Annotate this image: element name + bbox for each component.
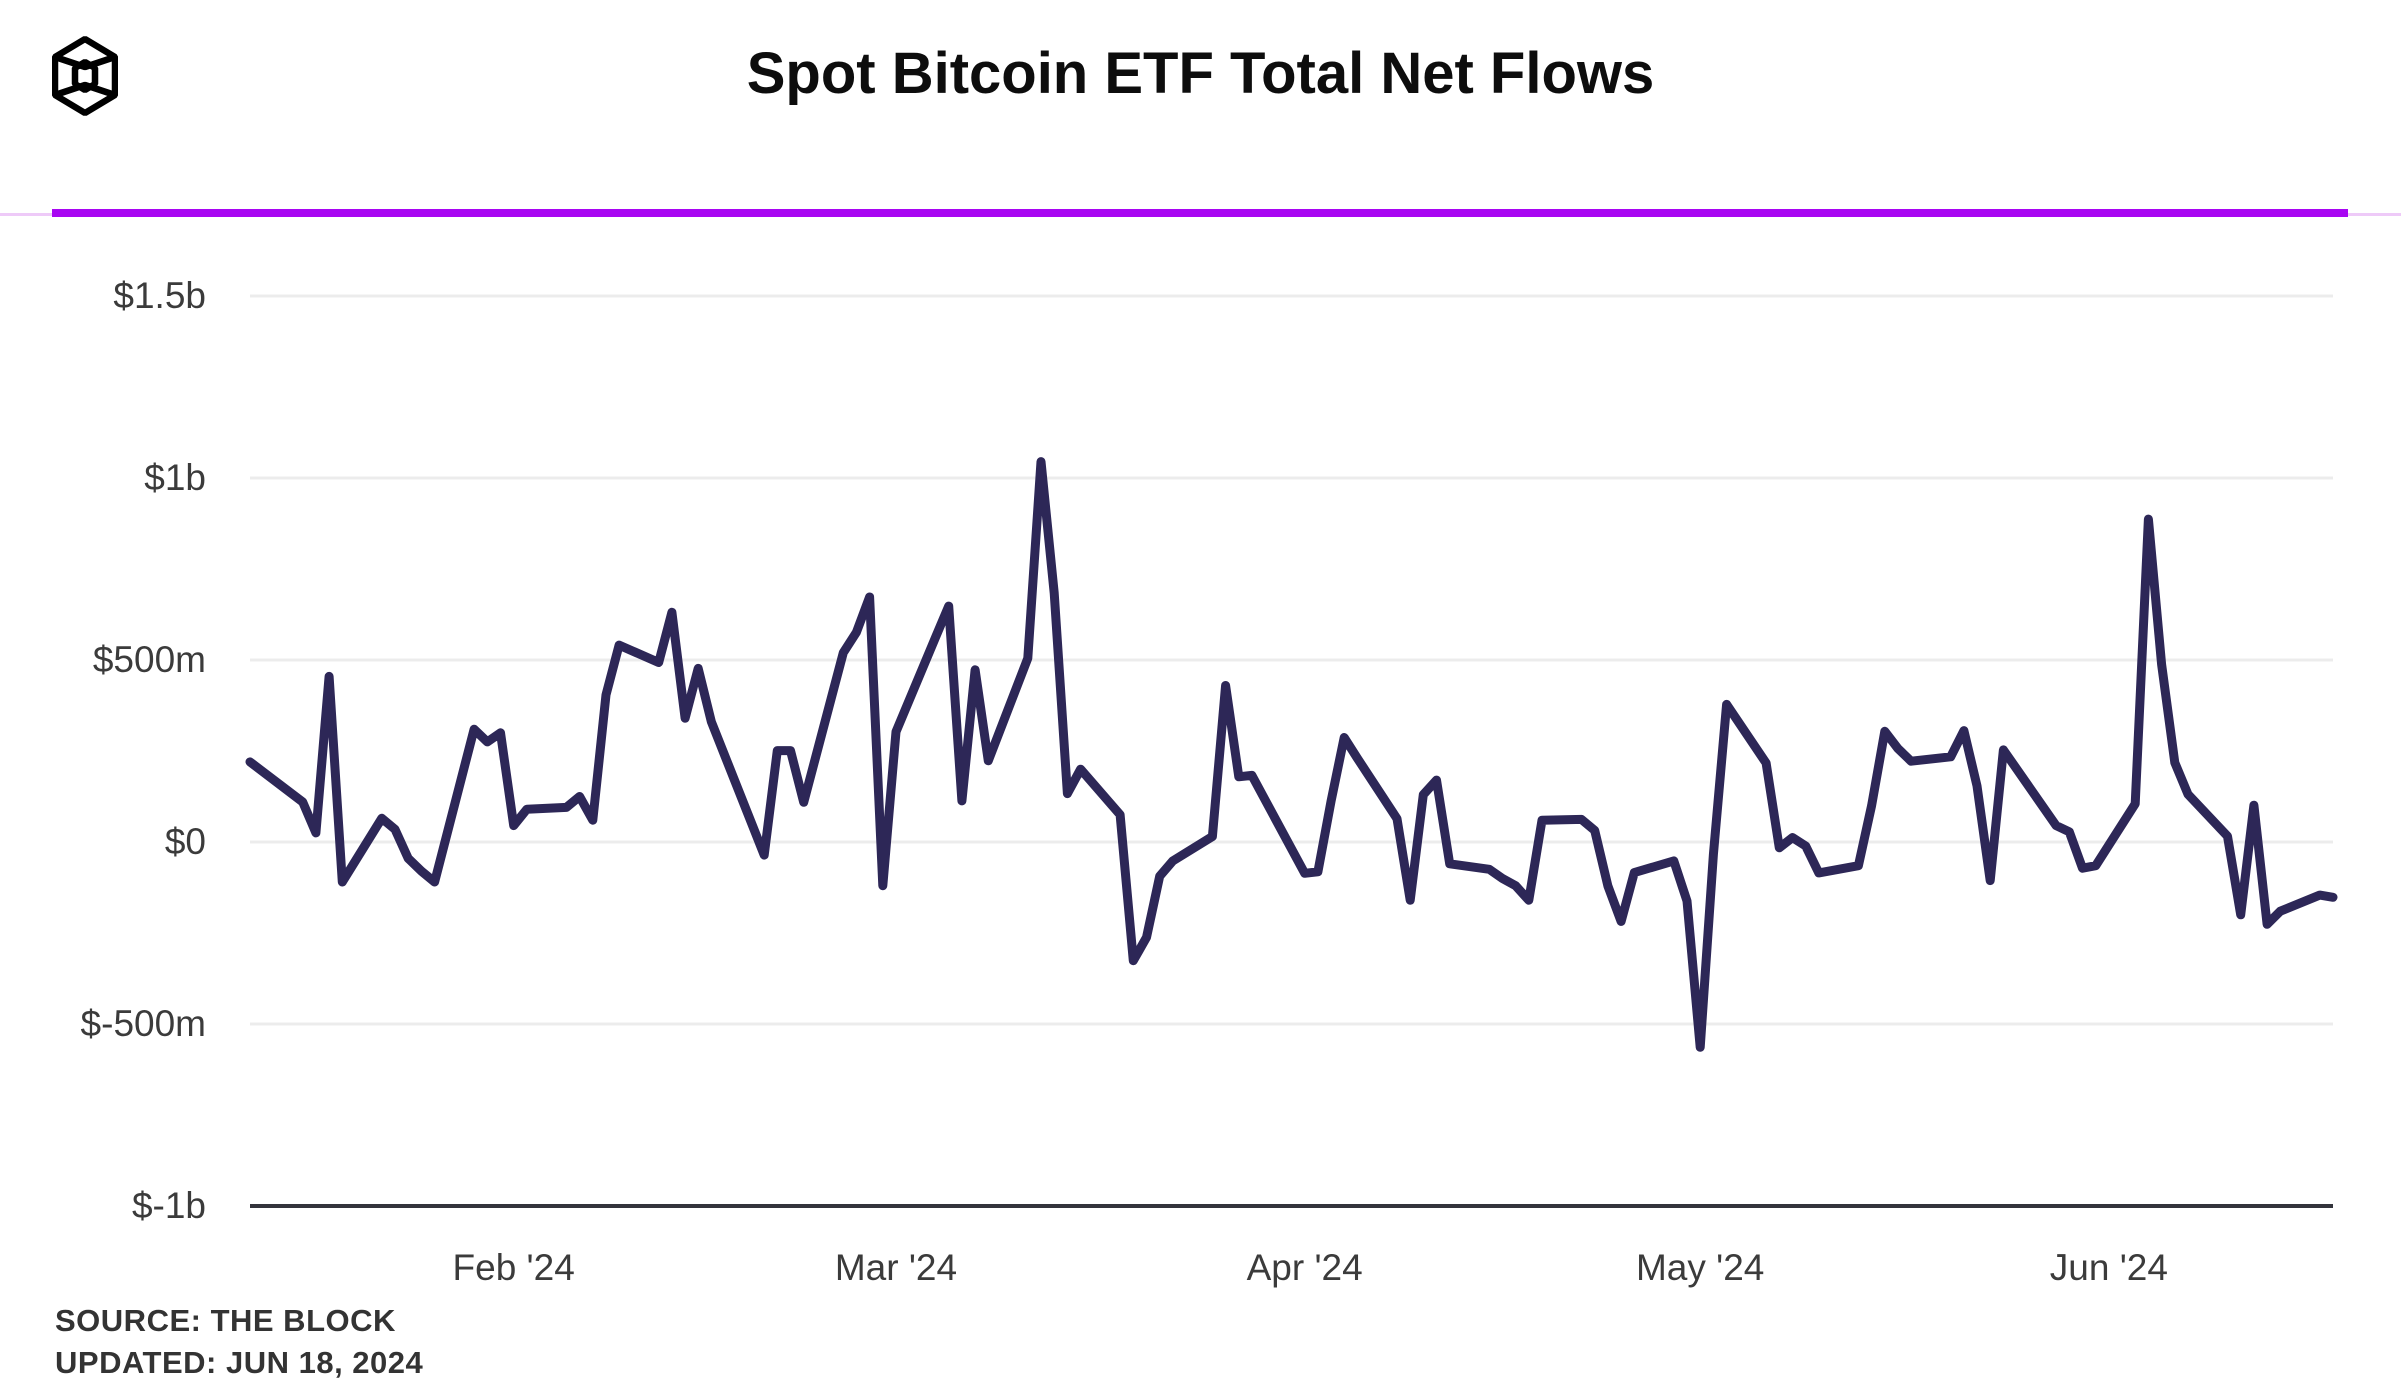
y-tick-label: $0 (164, 821, 206, 862)
updated-label: UPDATED: JUN 18, 2024 (55, 1345, 424, 1380)
x-tick-label: Feb '24 (452, 1247, 575, 1288)
page-title: Spot Bitcoin ETF Total Net Flows (746, 41, 1655, 106)
net-flows-line-series (245, 457, 2338, 1052)
y-tick-label: $1b (144, 457, 206, 498)
x-tick-label: Mar '24 (834, 1247, 958, 1288)
chart-footer: SOURCE: THE BLOCK UPDATED: JUN 18, 2024 (55, 1300, 423, 1384)
the-block-logo-icon (52, 36, 118, 116)
y-tick-label: $-1b (131, 1185, 206, 1226)
y-tick-label: $-500m (80, 1003, 206, 1044)
x-tick-label: May '24 (1635, 1247, 1765, 1288)
accent-rule (52, 209, 2348, 217)
source-label: SOURCE: THE BLOCK (55, 1303, 396, 1338)
x-tick-label: Apr '24 (1246, 1247, 1363, 1288)
y-tick-label: $500m (92, 639, 206, 680)
y-tick-label: $1.5b (113, 275, 206, 316)
x-tick-label: Jun '24 (2049, 1247, 2168, 1288)
